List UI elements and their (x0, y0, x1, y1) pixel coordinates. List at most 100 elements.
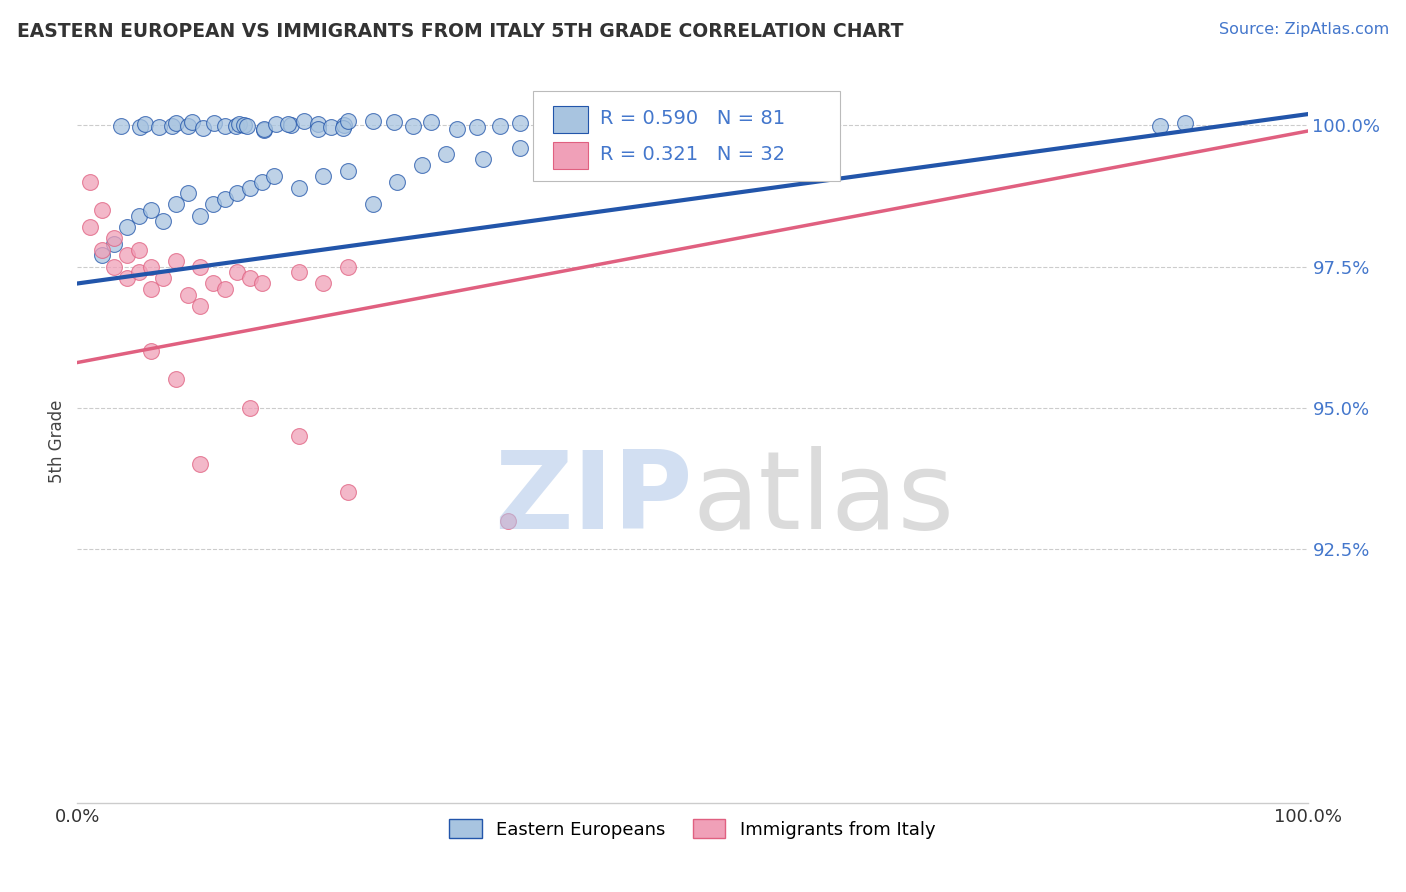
Point (250, 175, 273, 189)
Point (236, 119, 259, 133)
Point (307, 122, 329, 136)
Point (152, 270, 174, 285)
Point (599, 120, 621, 134)
Point (228, 117, 250, 131)
Point (288, 429, 311, 443)
Point (337, 163, 360, 178)
Point (90, 248, 114, 262)
Point (115, 220, 138, 235)
Point (214, 282, 236, 296)
Point (617, 120, 640, 135)
Point (361, 197, 384, 211)
Point (472, 153, 495, 167)
Point (361, 114, 384, 128)
Point (509, 116, 531, 130)
Point (165, 116, 187, 130)
Point (402, 119, 425, 133)
Point (239, 180, 262, 194)
Point (160, 119, 183, 133)
Text: atlas: atlas (693, 446, 955, 552)
Point (233, 118, 256, 132)
Point (165, 197, 187, 211)
Point (250, 277, 273, 291)
Point (337, 114, 360, 128)
Point (226, 186, 249, 201)
Point (134, 117, 156, 131)
Point (90, 243, 114, 257)
Point (280, 118, 302, 132)
Text: EASTERN EUROPEAN VS IMMIGRANTS FROM ITALY 5TH GRADE CORRELATION CHART: EASTERN EUROPEAN VS IMMIGRANTS FROM ITAL… (17, 22, 904, 41)
Point (312, 277, 335, 291)
Point (385, 175, 409, 189)
Point (382, 115, 405, 129)
Point (103, 237, 125, 252)
Point (191, 121, 214, 136)
Point (152, 214, 174, 228)
Point (128, 243, 150, 257)
Point (332, 120, 354, 135)
Text: R = 0.590   N = 81: R = 0.590 N = 81 (600, 109, 786, 128)
Point (201, 277, 224, 291)
Y-axis label: 5th Grade: 5th Grade (48, 400, 66, 483)
Point (420, 115, 443, 129)
Point (1174, 116, 1197, 130)
Point (319, 120, 342, 135)
Point (165, 253, 187, 268)
Point (128, 120, 150, 134)
Point (79, 175, 101, 189)
Point (202, 116, 225, 130)
Point (337, 485, 360, 500)
Point (496, 514, 519, 528)
Point (225, 119, 247, 133)
Text: R = 0.321   N = 32: R = 0.321 N = 32 (600, 145, 786, 164)
Point (141, 203, 163, 218)
Point (226, 265, 249, 279)
Point (411, 158, 433, 172)
Point (436, 146, 458, 161)
Point (180, 115, 202, 129)
Point (188, 209, 212, 223)
Point (277, 117, 299, 131)
Legend: Eastern Europeans, Immigrants from Italy: Eastern Europeans, Immigrants from Italy (443, 812, 942, 846)
Point (239, 401, 262, 415)
FancyBboxPatch shape (533, 91, 841, 181)
Point (141, 260, 163, 274)
Point (79, 220, 101, 235)
Point (115, 270, 138, 285)
Point (115, 248, 138, 262)
Point (239, 270, 262, 285)
Point (148, 120, 170, 134)
Point (333, 118, 356, 132)
Point (141, 282, 163, 296)
Point (1149, 119, 1171, 133)
Point (446, 121, 468, 136)
Point (188, 457, 212, 471)
Point (804, 119, 827, 133)
Point (620, 129, 643, 144)
Point (177, 287, 200, 301)
Point (90, 203, 114, 218)
Point (253, 122, 276, 136)
Point (288, 265, 311, 279)
Point (706, 121, 728, 136)
Point (103, 260, 125, 274)
Point (307, 117, 329, 131)
Point (188, 260, 212, 274)
Point (110, 119, 132, 133)
Point (141, 344, 163, 359)
Point (214, 192, 236, 206)
Point (188, 299, 212, 313)
Point (537, 119, 560, 133)
Point (128, 265, 150, 279)
Point (103, 231, 125, 245)
Text: ZIP: ZIP (494, 446, 693, 552)
Text: Source: ZipAtlas.com: Source: ZipAtlas.com (1219, 22, 1389, 37)
Point (489, 119, 512, 133)
FancyBboxPatch shape (554, 105, 588, 133)
Point (165, 372, 187, 386)
Point (465, 120, 488, 135)
FancyBboxPatch shape (554, 142, 588, 169)
Point (558, 121, 581, 136)
Point (337, 260, 360, 274)
Point (558, 136, 581, 150)
